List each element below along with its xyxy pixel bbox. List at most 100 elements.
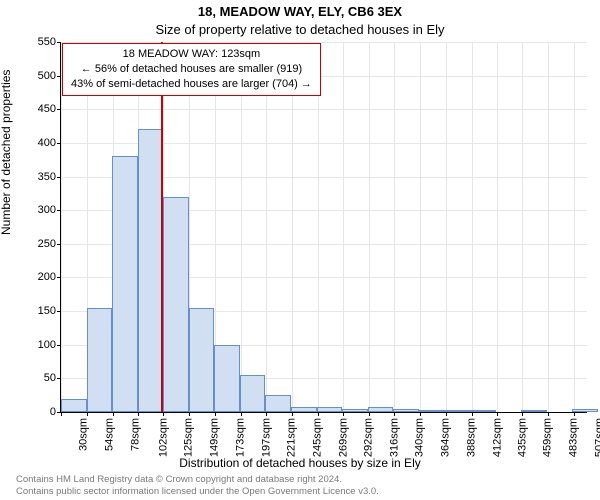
histogram-bar: [291, 407, 317, 412]
y-tick-label: 200: [38, 271, 61, 283]
histogram-bar: [419, 410, 445, 412]
histogram-bar: [470, 410, 496, 412]
chart-title-sub: Size of property relative to detached ho…: [0, 22, 600, 37]
y-tick-label: 500: [38, 70, 61, 82]
y-tick-label: 300: [38, 204, 61, 216]
x-tick-label: 221sqm: [286, 418, 298, 457]
x-tick-label: 459sqm: [542, 418, 554, 457]
marker-line: [161, 42, 163, 412]
y-tick-label: 250: [38, 238, 61, 250]
x-tick-mark: [163, 412, 164, 416]
y-axis-label: Number of detached properties: [0, 70, 13, 235]
gridline-v: [522, 42, 523, 412]
footer-line2: Contains public sector information licen…: [16, 486, 379, 498]
histogram-bar: [342, 409, 368, 412]
plot-area: 05010015020025030035040045050055030sqm54…: [60, 42, 587, 413]
x-tick-label: 507sqm: [594, 418, 600, 457]
x-tick-mark: [87, 412, 88, 416]
histogram-bar: [521, 410, 547, 412]
x-tick-label: 149sqm: [209, 418, 221, 457]
annotation-line2: ← 56% of detached houses are smaller (91…: [71, 62, 312, 77]
histogram-bar: [393, 409, 419, 412]
y-tick-label: 450: [38, 103, 61, 115]
gridline-v: [369, 42, 370, 412]
gridline-v: [318, 42, 319, 412]
y-tick-label: 350: [38, 171, 61, 183]
x-tick-mark: [343, 412, 344, 416]
gridline-v: [548, 42, 549, 412]
y-tick-label: 150: [38, 305, 61, 317]
x-tick-mark: [497, 412, 498, 416]
x-tick-label: 197sqm: [260, 418, 272, 457]
x-tick-mark: [138, 412, 139, 416]
x-tick-label: 54sqm: [103, 418, 115, 451]
histogram-bar: [368, 407, 394, 412]
footer-attribution: Contains HM Land Registry data © Crown c…: [16, 474, 379, 498]
x-tick-mark: [318, 412, 319, 416]
gridline-v: [61, 42, 62, 412]
gridline-v: [343, 42, 344, 412]
x-tick-mark: [522, 412, 523, 416]
histogram-bar: [240, 375, 266, 412]
x-tick-mark: [266, 412, 267, 416]
histogram-bar: [163, 197, 189, 412]
x-tick-mark: [420, 412, 421, 416]
x-tick-mark: [472, 412, 473, 416]
x-tick-mark: [574, 412, 575, 416]
x-tick-mark: [394, 412, 395, 416]
x-tick-label: 388sqm: [466, 418, 478, 457]
x-tick-mark: [61, 412, 62, 416]
x-tick-label: 269sqm: [338, 418, 350, 457]
gridline-v: [266, 42, 267, 412]
x-axis-label: Distribution of detached houses by size …: [0, 456, 600, 470]
histogram-bar: [112, 156, 138, 412]
x-tick-label: 340sqm: [414, 418, 426, 457]
histogram-bar: [87, 308, 113, 412]
gridline-v: [574, 42, 575, 412]
x-tick-label: 483sqm: [568, 418, 580, 457]
histogram-bar: [444, 410, 470, 412]
x-tick-label: 245sqm: [312, 418, 324, 457]
histogram-bar: [317, 407, 343, 412]
annotation-line3: 43% of semi-detached houses are larger (…: [71, 77, 312, 92]
x-tick-label: 292sqm: [362, 418, 374, 457]
x-tick-label: 102sqm: [158, 418, 170, 457]
x-tick-label: 125sqm: [183, 418, 195, 457]
x-tick-label: 435sqm: [516, 418, 528, 457]
x-tick-mark: [241, 412, 242, 416]
x-tick-label: 364sqm: [440, 418, 452, 457]
gridline-v: [446, 42, 447, 412]
x-tick-mark: [292, 412, 293, 416]
histogram-bar: [61, 399, 87, 412]
x-tick-mark: [113, 412, 114, 416]
footer-line1: Contains HM Land Registry data © Crown c…: [16, 474, 379, 486]
gridline-v: [472, 42, 473, 412]
x-tick-label: 30sqm: [78, 418, 90, 451]
x-tick-label: 78sqm: [129, 418, 141, 451]
x-tick-mark: [446, 412, 447, 416]
chart-container: 18, MEADOW WAY, ELY, CB6 3EX Size of pro…: [0, 0, 600, 500]
y-tick-label: 50: [44, 372, 61, 384]
y-tick-label: 100: [38, 339, 61, 351]
gridline-v: [241, 42, 242, 412]
y-tick-label: 400: [38, 137, 61, 149]
y-tick-label: 0: [50, 406, 61, 418]
histogram-bar: [265, 395, 291, 412]
annotation-line1: 18 MEADOW WAY: 123sqm: [71, 47, 312, 62]
x-tick-label: 412sqm: [491, 418, 503, 457]
gridline-v: [394, 42, 395, 412]
x-tick-mark: [189, 412, 190, 416]
x-tick-label: 316sqm: [388, 418, 400, 457]
chart-title-main: 18, MEADOW WAY, ELY, CB6 3EX: [0, 4, 600, 19]
x-tick-mark: [369, 412, 370, 416]
x-tick-label: 173sqm: [234, 418, 246, 457]
gridline-v: [420, 42, 421, 412]
histogram-bar: [138, 129, 164, 412]
histogram-bar: [214, 345, 240, 412]
annotation-box: 18 MEADOW WAY: 123sqm ← 56% of detached …: [62, 43, 321, 96]
gridline-h: [61, 109, 587, 110]
x-tick-mark: [548, 412, 549, 416]
histogram-bar: [572, 409, 598, 412]
gridline-v: [292, 42, 293, 412]
histogram-bar: [189, 308, 215, 412]
